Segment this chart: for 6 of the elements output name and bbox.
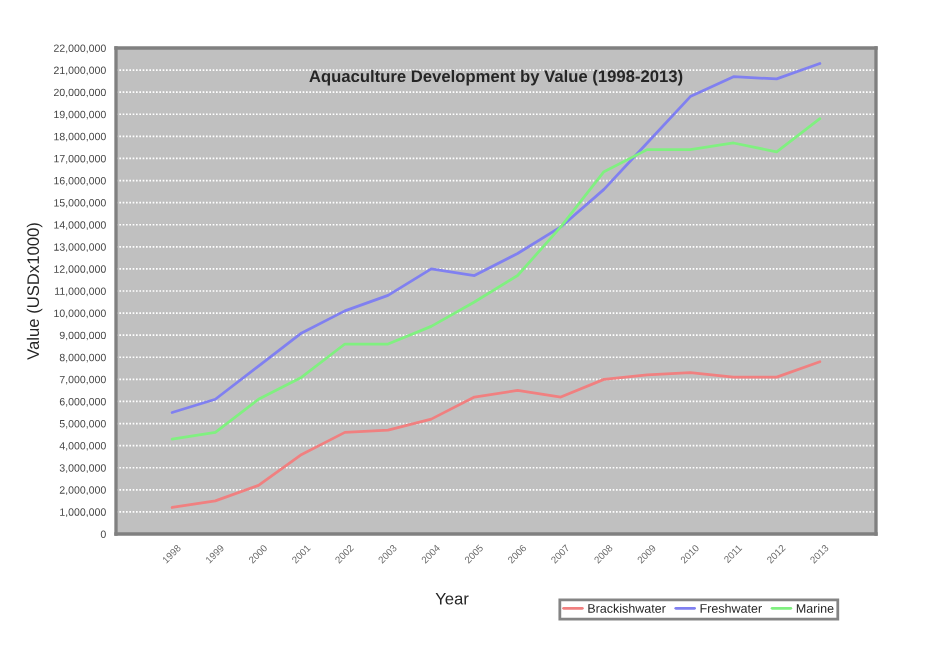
x-axis-title: Year [435,592,469,605]
y-axis-title: Value (USDx1000) [26,223,43,360]
text: Aquaculture Development by Value (1998-2013) [309,69,683,86]
line-series [170,117,822,441]
line-series [170,62,822,414]
line-series [170,360,822,509]
